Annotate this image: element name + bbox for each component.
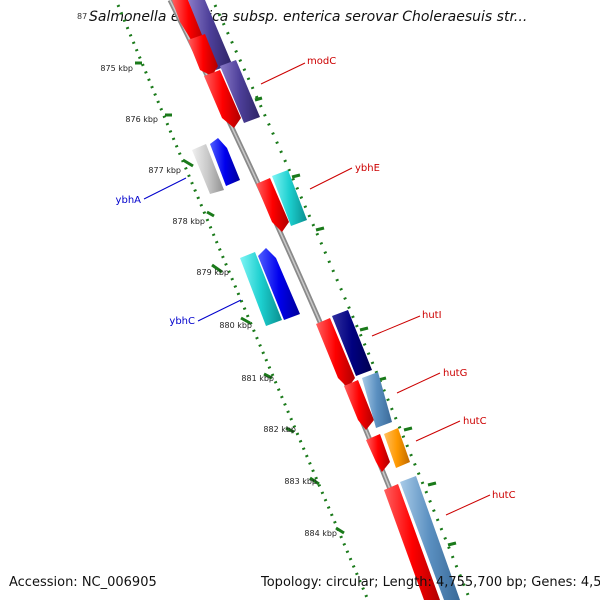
gene-label-hutC-2[interactable]: hutC [492, 490, 516, 501]
label-leaders [143, 62, 491, 516]
gene-feature-red[interactable] [188, 34, 218, 76]
gene-label-ybhA[interactable]: ybhA [116, 195, 142, 206]
tick-label: 875 kbp [100, 64, 133, 73]
gene-labels: modC ybhE hutI hutG hutC hutC ybhA ybhC [116, 56, 516, 501]
gene-feature-steel[interactable] [400, 476, 460, 600]
tick-labels: 875 kbp 876 kbp 877 kbp 878 kbp 879 kbp … [100, 64, 337, 538]
ruler-dotted-line [116, 4, 370, 600]
tick-label: 879 kbp [196, 268, 229, 277]
gene-feature-red[interactable] [344, 380, 374, 430]
tick-mark [309, 476, 320, 486]
gene-label-modC[interactable]: modC [307, 56, 336, 67]
leader-line [396, 372, 441, 394]
tick-mark [211, 263, 223, 274]
tick-mark [335, 526, 345, 535]
ruler-dotted-line [213, 4, 472, 600]
leader-line [309, 167, 353, 190]
gene-feature-orange[interactable] [384, 428, 410, 468]
clipped-tick-label: 87 [77, 12, 88, 21]
gene-feature-purple[interactable] [188, 0, 232, 70]
tick-marks [135, 61, 345, 535]
leader-line [260, 62, 306, 85]
gene-feature-blue[interactable] [210, 138, 240, 186]
tick-mark [291, 173, 301, 179]
leader-line [143, 177, 187, 200]
tick-mark [403, 426, 413, 432]
gene-feature-cyan[interactable] [240, 252, 282, 326]
gene-label-ybhE[interactable]: ybhE [355, 163, 380, 174]
forward-genes [172, 0, 460, 600]
tick-mark [285, 426, 295, 434]
gene-label-hutC[interactable]: hutC [463, 416, 487, 427]
leader-line [371, 315, 421, 337]
tick-mark [427, 481, 437, 487]
tick-mark [254, 96, 263, 102]
gene-feature-navy[interactable] [332, 310, 372, 376]
leader-line [445, 494, 491, 516]
tick-label: 878 kbp [172, 217, 205, 226]
reverse-genes [192, 138, 300, 326]
topology-text: Topology: circular; Length: 4,755,700 bp… [261, 575, 600, 590]
tick-label: 880 kbp [219, 321, 252, 330]
gene-feature-red[interactable] [204, 70, 241, 128]
gene-label-hutI[interactable]: hutI [422, 310, 442, 321]
tick-label: 883 kbp [284, 477, 317, 486]
leader-line [415, 420, 461, 442]
tick-mark [263, 372, 273, 380]
tick-mark [447, 541, 457, 547]
gene-feature-red[interactable] [172, 0, 205, 46]
gene-label-hutG[interactable]: hutG [443, 368, 467, 379]
gene-feature-blue[interactable] [258, 248, 300, 320]
tick-mark [315, 226, 325, 232]
gene-feature-red[interactable] [256, 178, 289, 232]
gene-feature-red[interactable] [316, 318, 355, 388]
gene-label-ybhC[interactable]: ybhC [169, 316, 195, 327]
tick-mark [182, 158, 194, 168]
tick-label: 877 kbp [148, 166, 181, 175]
accession-text: Accession: NC_006905 [9, 575, 157, 590]
gene-feature-cyan[interactable] [272, 170, 307, 226]
tick-mark [240, 316, 251, 325]
tick-mark [206, 210, 215, 218]
gene-feature-red[interactable] [384, 484, 440, 600]
tick-label: 882 kbp [263, 425, 296, 434]
leader-line [197, 299, 242, 322]
gene-feature-gray[interactable] [192, 144, 224, 194]
gene-feature-steel[interactable] [362, 372, 392, 428]
tick-label: 876 kbp [125, 115, 158, 124]
tick-label: 881 kbp [241, 374, 274, 383]
gene-feature-purple[interactable] [220, 60, 260, 123]
tick-mark [359, 326, 369, 332]
tick-label: 884 kbp [304, 529, 337, 538]
tick-marks-right [254, 96, 457, 547]
gene-feature-red[interactable] [366, 434, 390, 472]
